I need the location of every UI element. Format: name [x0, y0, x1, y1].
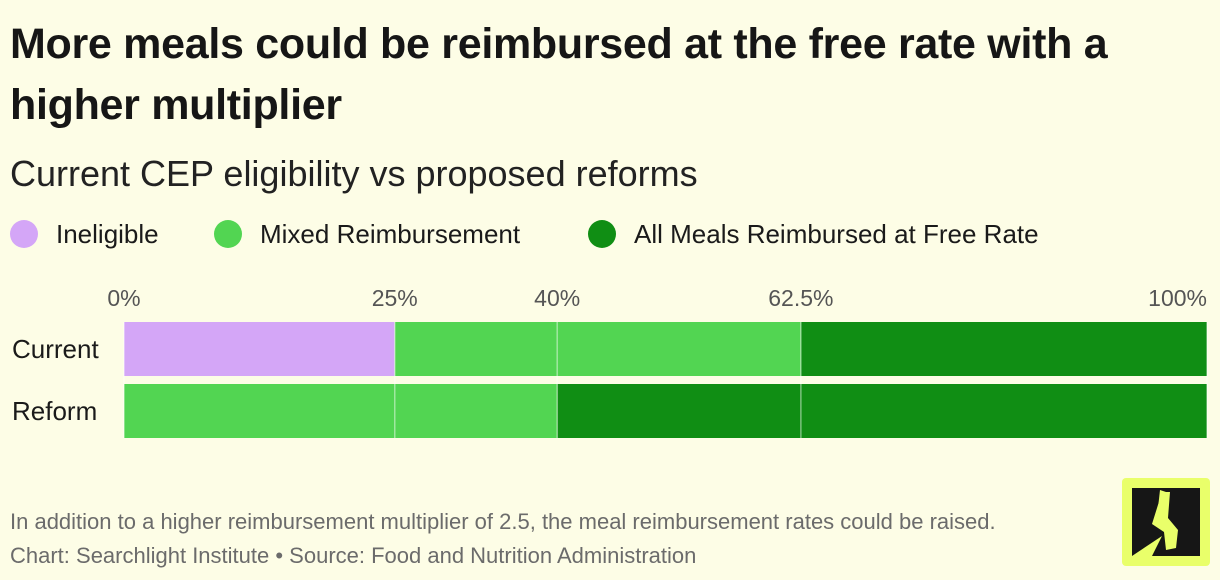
- stacked-bar-chart: 0% 25% 40% 62.5% 100% Current Reform: [0, 280, 1220, 450]
- legend-label-mixed: Mixed Reimbursement: [260, 218, 521, 249]
- legend-item-ineligible: Ineligible: [10, 214, 159, 254]
- legend-swatch-ineligible: [10, 220, 38, 248]
- footnote-credit: Chart: Searchlight Institute • Source: F…: [10, 543, 697, 568]
- legend-label-ineligible: Ineligible: [56, 218, 159, 249]
- bar-current-ineligible: [124, 322, 395, 376]
- chart-svg: 0% 25% 40% 62.5% 100% Current Reform: [12, 285, 1208, 438]
- legend-label-free-rate: All Meals Reimbursed at Free Rate: [634, 218, 1039, 249]
- chart-title: More meals could be reimbursed at the fr…: [10, 20, 1108, 129]
- bar-current-all-meals-reimbursed-at-free-rate: [800, 322, 1207, 376]
- tick-label-1: 25%: [372, 285, 418, 311]
- searchlight-logo-icon: [1122, 478, 1210, 566]
- footnote: In addition to a higher reimbursement mu…: [10, 505, 996, 573]
- tick-label-2: 40%: [534, 285, 580, 311]
- tick-label-4: 100%: [1148, 285, 1207, 311]
- legend-item-mixed: Mixed Reimbursement: [214, 214, 520, 254]
- legend-swatch-free-rate: [588, 220, 616, 248]
- category-label-reform: Reform: [12, 396, 97, 426]
- chart-subtitle: Current CEP eligibility vs proposed refo…: [10, 153, 698, 194]
- footnote-note: In addition to a higher reimbursement mu…: [10, 509, 996, 534]
- tick-label-3: 62.5%: [768, 285, 833, 311]
- bar-reform-mixed-reimbursement: [124, 384, 558, 438]
- bar-reform-all-meals-reimbursed-at-free-rate: [557, 384, 1207, 438]
- legend-item-free-rate: All Meals Reimbursed at Free Rate: [588, 214, 1039, 254]
- bar-current-mixed-reimbursement: [394, 322, 801, 376]
- legend-swatch-mixed: [214, 220, 242, 248]
- tick-label-0: 0%: [107, 285, 140, 311]
- category-label-current: Current: [12, 334, 99, 364]
